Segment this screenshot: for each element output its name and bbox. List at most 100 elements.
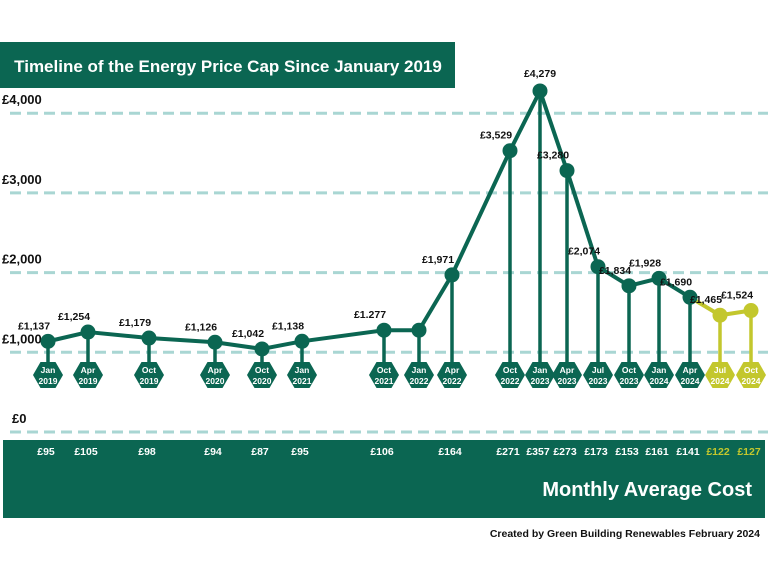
data-point <box>532 83 548 99</box>
date-month: Oct <box>503 365 517 375</box>
date-hexagon <box>736 362 766 388</box>
date-month: Apr <box>445 365 460 375</box>
date-hexagon <box>437 362 467 388</box>
y-tick-label: £3,000 <box>2 172 42 187</box>
data-label: £1,928 <box>629 257 661 269</box>
data-label: £1,179 <box>119 317 151 329</box>
data-point <box>294 333 310 349</box>
date-month: Apr <box>208 365 223 375</box>
date-year: 2024 <box>650 376 669 386</box>
series-segment <box>538 90 569 172</box>
monthly-cost-label: £273 <box>553 446 577 458</box>
monthly-cost-label: £87 <box>251 446 269 458</box>
data-point <box>559 163 575 179</box>
data-point <box>411 322 427 338</box>
date-month: Jan <box>412 365 427 375</box>
data-label: £1,254 <box>58 311 90 323</box>
date-year: 2023 <box>620 376 639 386</box>
date-month: Oct <box>255 365 269 375</box>
date-year: 2023 <box>531 376 550 386</box>
data-point <box>254 341 270 357</box>
date-year: 2021 <box>375 376 394 386</box>
date-month: Apr <box>560 365 575 375</box>
date-hexagon <box>583 362 613 388</box>
monthly-cost-label: £98 <box>138 446 156 458</box>
series-segment <box>148 336 216 345</box>
date-month: Oct <box>744 365 758 375</box>
date-year: 2020 <box>206 376 225 386</box>
data-point <box>621 278 637 294</box>
date-year: 2024 <box>742 376 761 386</box>
y-tick-label: £1,000 <box>2 331 42 346</box>
monthly-cost-label: £95 <box>291 446 309 458</box>
data-label: £1,137 <box>18 320 50 332</box>
data-point <box>444 267 460 283</box>
data-label: £2,074 <box>568 246 600 258</box>
data-point <box>207 334 223 350</box>
date-year: 2019 <box>39 376 58 386</box>
monthly-cost-label: £173 <box>584 446 608 458</box>
series-segment <box>508 90 542 152</box>
date-year: 2019 <box>79 376 98 386</box>
date-hexagon <box>369 362 399 388</box>
monthly-cost-band <box>3 440 765 518</box>
date-month: Oct <box>377 365 391 375</box>
date-hexagon <box>247 362 277 388</box>
series-segment <box>417 273 454 332</box>
date-year: 2022 <box>443 376 462 386</box>
data-label: £1,138 <box>272 320 304 332</box>
date-hexagon <box>134 362 164 388</box>
monthly-cost-label: £357 <box>526 446 550 458</box>
date-year: 2020 <box>253 376 272 386</box>
date-year: 2022 <box>410 376 429 386</box>
date-hexagon <box>552 362 582 388</box>
data-point <box>682 289 698 305</box>
data-label: £1,126 <box>185 321 217 333</box>
date-month: Jan <box>652 365 667 375</box>
date-year: 2024 <box>711 376 730 386</box>
monthly-cost-label: £141 <box>676 446 700 458</box>
monthly-cost-label: £122 <box>706 446 730 458</box>
data-label: £1,465 <box>690 294 722 306</box>
title-banner <box>0 42 455 88</box>
data-point <box>502 143 518 159</box>
series-segment <box>301 328 385 344</box>
data-point <box>80 324 96 340</box>
date-year: 2023 <box>558 376 577 386</box>
data-label: £4,279 <box>524 68 556 80</box>
series-segment <box>565 169 600 268</box>
date-month: Jan <box>295 365 310 375</box>
date-month: Apr <box>81 365 96 375</box>
date-hexagon <box>525 362 555 388</box>
date-year: 2021 <box>293 376 312 386</box>
date-hexagon <box>200 362 230 388</box>
date-hexagon <box>495 362 525 388</box>
date-month: Oct <box>142 365 156 375</box>
monthly-cost-label: £94 <box>204 446 222 458</box>
monthly-cost-label: £271 <box>496 446 520 458</box>
data-label: £3,529 <box>480 130 512 142</box>
date-month: Apr <box>683 365 698 375</box>
date-year: 2023 <box>589 376 608 386</box>
data-label: £1,971 <box>422 254 454 266</box>
date-hexagon <box>705 362 735 388</box>
data-point <box>712 307 728 323</box>
series-segment <box>87 330 150 341</box>
date-year: 2024 <box>681 376 700 386</box>
data-point <box>743 303 759 319</box>
date-month: Jan <box>533 365 548 375</box>
x-axis-label: Monthly Average Cost <box>542 479 752 501</box>
data-label: £1.277 <box>354 309 386 321</box>
date-month: Jan <box>41 365 56 375</box>
date-year: 2022 <box>501 376 520 386</box>
data-point <box>651 270 667 286</box>
data-label: £1,834 <box>599 265 631 277</box>
monthly-cost-label: £127 <box>737 446 761 458</box>
y-tick-label: £4,000 <box>2 92 42 107</box>
monthly-cost-label: £161 <box>645 446 669 458</box>
date-year: 2019 <box>140 376 159 386</box>
date-hexagon <box>675 362 705 388</box>
y-tick-label: £0 <box>12 411 26 426</box>
date-hexagon <box>287 362 317 388</box>
